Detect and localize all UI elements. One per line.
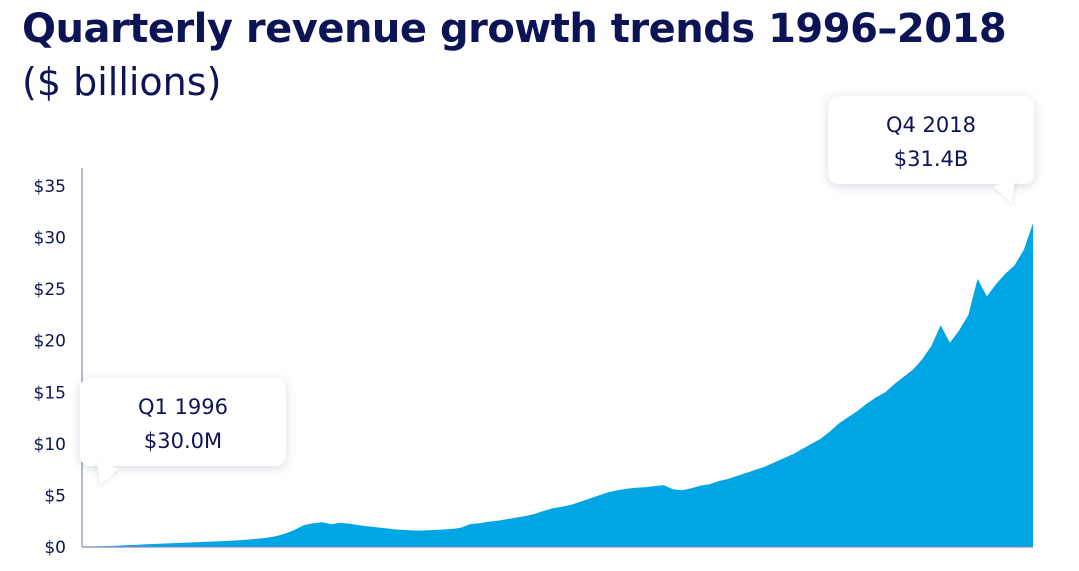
y-tick-label: $25: [34, 280, 66, 300]
chart-subtitle: ($ billions): [22, 60, 222, 104]
y-tick-label: $30: [34, 229, 66, 249]
chart-title: Quarterly revenue growth trends 1996–201…: [22, 6, 1007, 52]
y-tick-label: $0: [44, 538, 66, 558]
callout-end-value: $31.4B: [893, 147, 969, 171]
revenue-area: [82, 223, 1033, 547]
y-tick-label: $35: [34, 177, 66, 197]
callout-start-period: Q1 1996: [137, 395, 228, 419]
y-tick-label: $10: [34, 435, 66, 455]
y-axis-ticks: $0 $5 $10 $15 $20 $25 $30 $35: [34, 177, 66, 558]
y-tick-label: $15: [34, 383, 66, 403]
callout-start: Q1 1996 $30.0M: [80, 378, 286, 490]
callout-start-value: $30.0M: [143, 429, 223, 453]
callout-end: Q4 2018 $31.4B: [828, 96, 1034, 208]
y-tick-label: $5: [44, 486, 66, 506]
callout-end-period: Q4 2018: [885, 113, 976, 137]
y-tick-label: $20: [34, 332, 66, 352]
